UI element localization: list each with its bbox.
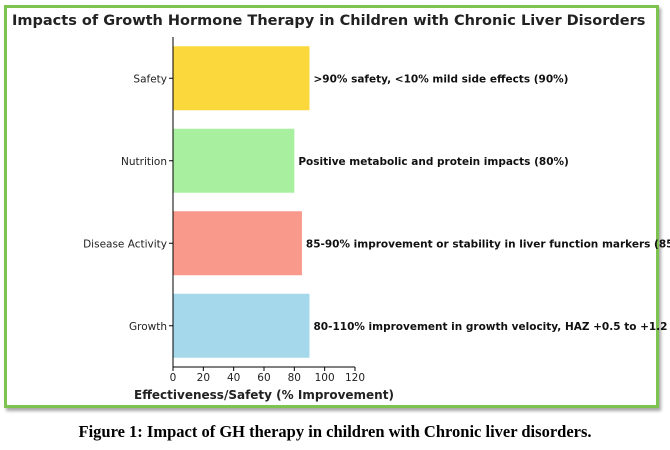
- bar: [173, 128, 295, 193]
- category-label: Safety: [133, 73, 167, 85]
- bar: [173, 293, 310, 358]
- x-axis-label: Effectiveness/Safety (% Improvement): [134, 388, 394, 402]
- data-label: 85-90% improvement or stability in liver…: [306, 238, 670, 250]
- bar: [173, 211, 302, 276]
- bar-chart: Growth 80-110% improvement in growth velo…: [83, 37, 670, 402]
- bar: [173, 46, 310, 111]
- data-label: >90% safety, <10% mild side effects (90%…: [313, 73, 568, 85]
- x-tick-label: 0: [170, 372, 177, 384]
- figure-caption: Figure 1: Impact of GH therapy in childr…: [78, 422, 592, 441]
- data-label: 80-110% improvement in growth velocity, …: [313, 321, 670, 333]
- data-label: Positive metabolic and protein impacts (…: [298, 156, 569, 168]
- chart-title: Impacts of Growth Hormone Therapy in Chi…: [12, 13, 646, 29]
- category-label: Growth: [129, 321, 167, 333]
- x-tick-label: 100: [315, 372, 335, 384]
- x-tick-label: 120: [345, 372, 365, 384]
- x-tick-label: 80: [288, 372, 301, 384]
- category-label: Disease Activity: [83, 238, 167, 250]
- figure-frame: [4, 5, 659, 408]
- x-tick-label: 40: [227, 372, 240, 384]
- x-tick-label: 60: [257, 372, 270, 384]
- x-tick-label: 20: [197, 372, 210, 384]
- category-label: Nutrition: [121, 156, 167, 168]
